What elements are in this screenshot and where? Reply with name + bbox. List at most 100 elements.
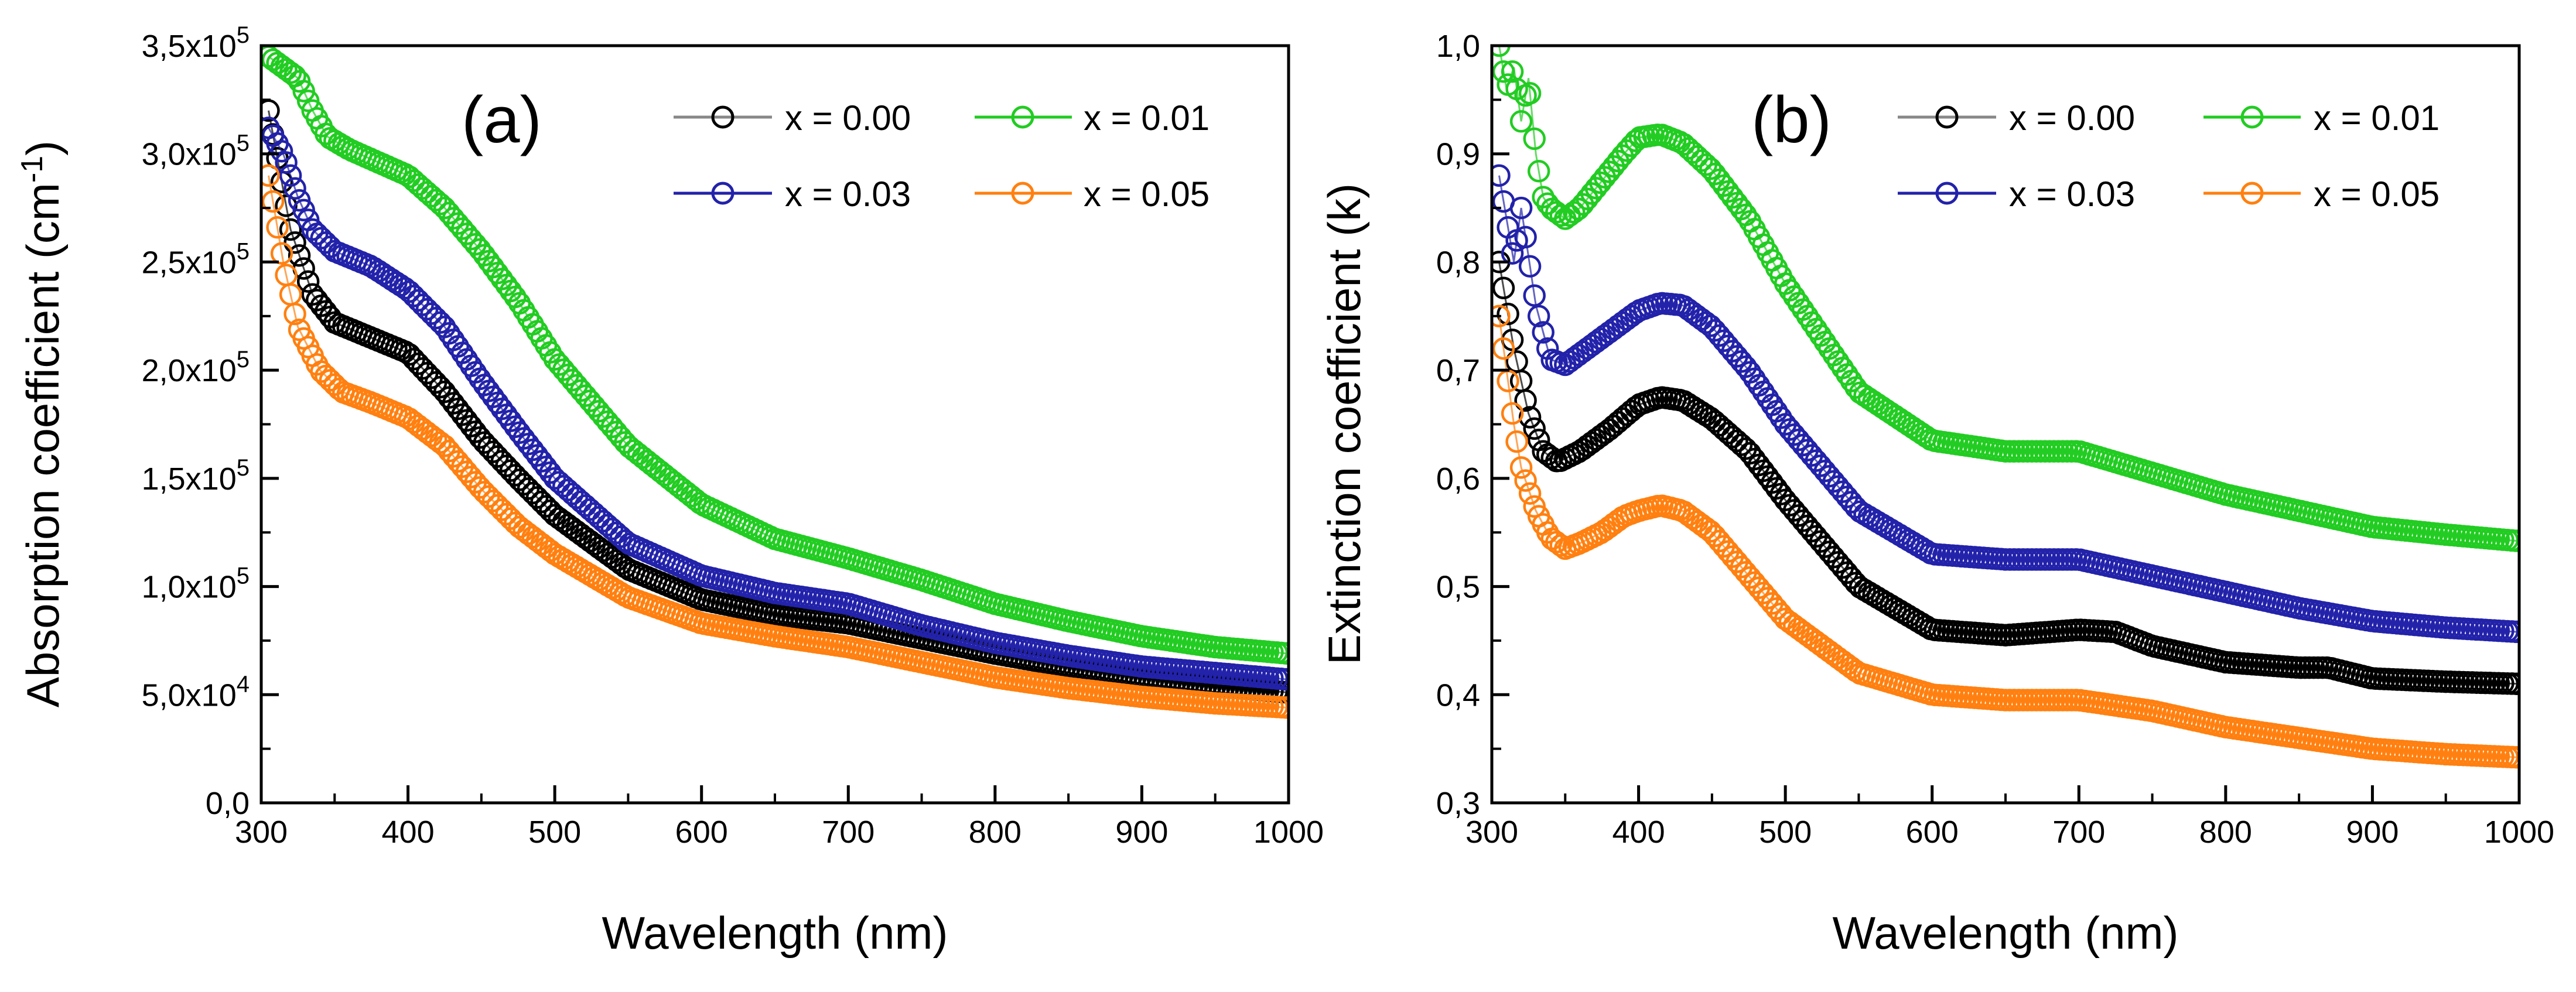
panel-b-series-1-point — [1523, 127, 1546, 150]
panel-b-legend-entry-0: x = 0.00 — [1898, 98, 2135, 138]
panel-a-x-tick-label: 500 — [528, 815, 581, 850]
panel-a-label: (a) — [462, 83, 542, 156]
panel-b-series-0 — [1492, 251, 2519, 695]
panel-a-series-3-point — [266, 216, 289, 239]
panel-b: 300 400 500 600 700 800 900 1000 0,3 0,4 0,5 0,6 0,7… — [1318, 29, 2554, 959]
panel-b-series-2-point — [1523, 284, 1546, 307]
panel-b-legend-label-2: x = 0.03 — [2009, 175, 2135, 214]
panel-b-y-tick-label: 0,8 — [1436, 245, 1480, 280]
panel-a-tick-labels: 300 400 500 600 700 800 900 1000 0,0 5,0x104 1,0x1… — [142, 22, 1324, 850]
panel-a-y-tick-label: 1,0x105 — [142, 563, 250, 605]
panel-a-series-0-point — [296, 270, 320, 293]
panel-a-x-tick-label: 300 — [235, 815, 288, 850]
panel-a-y-tick-label: 2,0x105 — [142, 347, 250, 388]
panel-b-series-3-point — [1492, 337, 1515, 360]
panel-a-legend-label-0: x = 0.00 — [785, 98, 911, 138]
panel-b-legend-marker-1 — [2240, 105, 2264, 129]
panel-a-y-axis-title: Absorption coefficient (cm-1) — [15, 141, 69, 707]
panel-a-legend-marker-1 — [1011, 105, 1034, 129]
panel-a-series-3-point — [270, 242, 293, 265]
panel-b-x-tick-label: 400 — [1612, 815, 1665, 850]
panel-a-y-tick-label: 3,0x105 — [142, 131, 250, 172]
panel-b-series-0-point — [2505, 672, 2519, 695]
panel-b-series-1-point — [1492, 46, 1511, 57]
panel-a-y-tick-label: 3,5x105 — [142, 22, 250, 64]
panel-a-clipped-series — [261, 46, 1289, 719]
panel-a-legend-marker-2 — [711, 182, 734, 205]
panel-b-legend-entry-3: x = 0.05 — [2203, 175, 2440, 214]
panel-b-series-3-point — [1514, 469, 1537, 492]
panel-a-x-tick-label: 400 — [382, 815, 435, 850]
panel-b-series-3-point — [1518, 482, 1542, 505]
panel-a-x-tick-label: 700 — [822, 815, 874, 850]
panel-b-series-1-point — [1509, 110, 1533, 133]
panel-a-legend: x = 0.00 x = 0.01 x = 0.03 x = 0.05 — [674, 98, 1210, 214]
panel-a-legend-entry-2: x = 0.03 — [674, 175, 911, 214]
panel-a-legend-label-2: x = 0.03 — [785, 175, 911, 214]
panel-a-y-axis-title-main: Absorption coefficient (cm — [17, 183, 69, 707]
panel-b-series-2-point — [1532, 321, 1555, 344]
panel-b-y-tick-label: 0,9 — [1436, 137, 1480, 172]
panel-b-series-2-point — [1509, 196, 1533, 220]
panel-a-series-2 — [261, 117, 1289, 691]
panel-b-series-0-point — [1523, 417, 1546, 440]
panel-a-y-tick-label: 2,5x105 — [142, 238, 250, 280]
panel-b-series-1 — [1492, 46, 2519, 552]
panel-b-x-tick-label: 600 — [1906, 815, 1959, 850]
panel-a-y-tick-label: 1,5x105 — [142, 455, 250, 497]
panel-a-series-2-point — [275, 151, 298, 174]
panel-b-legend: x = 0.00 x = 0.01 x = 0.03 x = 0.05 — [1898, 98, 2440, 214]
panel-a-y-axis-title-close: ) — [17, 141, 69, 156]
panel-b-series-layer — [1492, 46, 2519, 769]
panel-b-series-2-point — [1514, 225, 1537, 249]
panel-a-series-3-point — [261, 190, 285, 213]
panel-b-series-3-point — [1492, 305, 1511, 328]
panel-b-series-1-point — [1527, 160, 1550, 183]
panel-b-y-tick-label: 1,0 — [1436, 29, 1480, 64]
panel-b-series-3-point — [1505, 430, 1528, 453]
panel-b-series-0-point — [1540, 446, 1563, 470]
panel-b-legend-entry-1: x = 0.01 — [2203, 98, 2440, 138]
panel-b-legend-marker-3 — [2240, 182, 2264, 205]
panel-b-series-1-point — [1518, 82, 1542, 105]
panel-b-series-2-point — [1501, 242, 1524, 265]
panel-b-series-0-point — [1514, 389, 1537, 412]
panel-a-series-3-point — [1274, 696, 1289, 719]
panel-b-legend-marker-0 — [1935, 105, 1959, 129]
panel-b-y-tick-label: 0,3 — [1436, 786, 1480, 821]
panel-a-y-axis-title-sup: -1 — [15, 156, 49, 183]
panel-b-series-3-point — [1549, 534, 1573, 557]
panel-a-series-3-point — [283, 302, 306, 326]
panel-a: 300 400 500 600 700 800 900 1000 0,0 5,0x104 1,0x1… — [15, 22, 1324, 959]
panel-a-series-layer — [261, 46, 1289, 719]
panel-b-legend-entry-2: x = 0.03 — [1898, 175, 2135, 214]
panel-a-legend-entry-1: x = 0.01 — [975, 98, 1210, 138]
panel-b-series-2-point — [1518, 255, 1542, 278]
panel-a-series-0-point — [283, 231, 306, 254]
panel-a-series-2-point — [279, 164, 302, 187]
panel-b-series-3 — [1492, 305, 2519, 769]
panel-b-series-2-point — [1492, 164, 1511, 187]
panel-a-y-tick-label: 0,0 — [206, 786, 250, 821]
panel-a-series-3-point — [261, 164, 280, 187]
panel-b-series-3-point — [2505, 745, 2519, 769]
panel-a-series-0-point — [279, 218, 302, 241]
panel-a-x-tick-label: 800 — [969, 815, 1021, 850]
panel-a-ticks-layer — [259, 44, 1290, 805]
panel-b-x-tick-label: 700 — [2052, 815, 2105, 850]
panel-b-x-tick-label: 900 — [2346, 815, 2399, 850]
panel-b-series-2-point — [2505, 620, 2519, 644]
panel-b-y-tick-label: 0,7 — [1436, 353, 1480, 388]
panel-a-series-3 — [261, 164, 1289, 719]
panel-a-series-2-point — [283, 177, 306, 200]
panel-b-y-tick-label: 0,4 — [1436, 678, 1480, 713]
panel-b-series-3-point — [1509, 456, 1533, 479]
panel-b-series-0-point — [1492, 276, 1515, 300]
panel-a-series-2-point — [1274, 668, 1289, 691]
panel-a-legend-entry-0: x = 0.00 — [674, 98, 911, 138]
panel-a-x-tick-label: 900 — [1115, 815, 1168, 850]
panel-b-series-1-point — [1501, 60, 1524, 83]
panel-a-legend-entry-3: x = 0.05 — [975, 175, 1210, 214]
panel-b-legend-marker-2 — [1935, 182, 1959, 205]
